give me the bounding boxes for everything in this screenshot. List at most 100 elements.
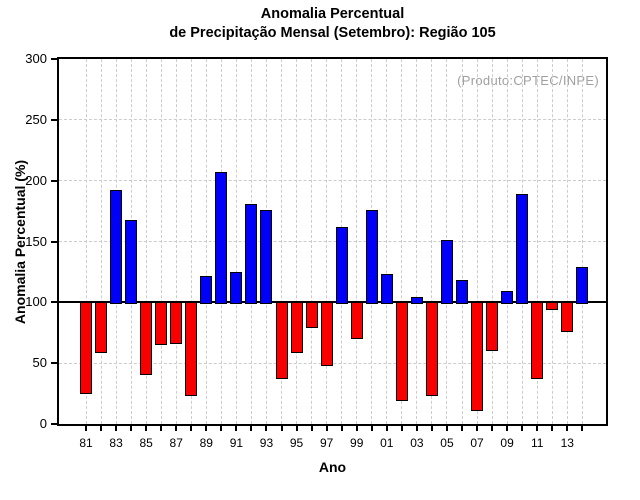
plot-area: (Produto:CPTEC/INPE) 81 83 85 87 89 91 93 95 97 9…: [25, 51, 608, 450]
x-tick-label: 99: [350, 436, 364, 450]
bar-99: [350, 302, 363, 339]
bar-94: [275, 302, 288, 379]
x-tick: [370, 426, 373, 431]
bar-90: [215, 172, 228, 305]
bar-98: [335, 226, 348, 305]
x-tick: [265, 426, 268, 431]
bar-14: [576, 267, 589, 305]
h-gridline: [59, 241, 606, 242]
y-tick-label: 50: [32, 355, 47, 371]
x-tick: [250, 426, 253, 431]
x-tick-label: 93: [259, 436, 274, 450]
product-annotation: (Produto:CPTEC/INPE): [457, 73, 599, 88]
chart-title-line1: Anomalia Percentual: [260, 6, 405, 22]
bar-97: [320, 302, 333, 366]
bar-08: [486, 302, 499, 351]
y-tick-label: 300: [25, 51, 47, 66]
y-tick: [51, 179, 57, 182]
bar-13: [561, 302, 574, 332]
h-gridline: [59, 180, 606, 182]
x-tick: [430, 426, 433, 431]
x-tick: [220, 426, 223, 431]
y-tick: [51, 240, 57, 243]
bar-92: [245, 203, 258, 305]
bar-05: [440, 240, 453, 305]
y-tick-label: 150: [25, 233, 47, 249]
x-tick: [355, 426, 358, 431]
h-gridline: [59, 119, 606, 121]
bar-83: [110, 190, 123, 305]
bar-88: [185, 302, 198, 396]
bar-11: [531, 302, 544, 379]
x-tick: [85, 426, 87, 431]
y-tick: [51, 362, 57, 365]
x-tick: [400, 426, 403, 431]
x-tick: [190, 426, 193, 431]
bar-93: [260, 209, 273, 305]
x-tick-label: 01: [380, 436, 394, 450]
x-tick: [310, 426, 313, 431]
bar-10: [516, 194, 529, 305]
y-tick: [51, 423, 57, 425]
x-tick-label: 07: [470, 436, 484, 450]
x-tick-label: 89: [199, 436, 213, 450]
bar-06: [456, 280, 468, 305]
bar-96: [305, 302, 318, 328]
bar-87: [170, 302, 183, 344]
y-tick: [51, 118, 57, 121]
x-tick: [160, 426, 163, 431]
x-tick: [415, 426, 418, 431]
bar-81: [80, 302, 92, 394]
x-tick: [115, 426, 118, 431]
bar-09: [501, 291, 514, 305]
bar-85: [140, 302, 153, 376]
bar-91: [230, 271, 243, 305]
y-tick-label: 100: [25, 294, 47, 310]
y-tick-label: 250: [25, 111, 47, 127]
bar-01: [380, 274, 393, 305]
bar-95: [290, 302, 303, 354]
bar-82: [95, 302, 108, 354]
x-tick-label: 95: [289, 436, 304, 450]
y-tick-label: 0: [39, 416, 47, 431]
bar-03: [410, 297, 423, 305]
x-tick-label: 09: [500, 436, 514, 450]
y-tick: [51, 301, 57, 304]
bar-12: [546, 302, 559, 310]
x-tick-label: 11: [530, 436, 544, 450]
x-tick-label: 97: [319, 436, 334, 450]
bar-04: [425, 302, 438, 396]
x-tick: [325, 426, 328, 431]
x-tick: [461, 426, 463, 431]
x-tick: [235, 426, 238, 431]
x-tick: [100, 426, 103, 431]
x-tick: [566, 426, 569, 431]
x-tick: [130, 426, 133, 431]
x-tick: [551, 426, 554, 431]
x-tick-label: 03: [410, 436, 424, 450]
x-tick: [295, 426, 298, 431]
x-tick: [521, 426, 524, 431]
bar-89: [200, 275, 213, 305]
bar-00: [365, 209, 378, 305]
x-tick: [280, 426, 283, 431]
x-tick-label: 13: [560, 436, 574, 450]
x-tick: [491, 426, 494, 431]
x-tick-label: 91: [229, 436, 244, 450]
x-tick-label: 05: [440, 436, 454, 450]
x-tick: [476, 426, 479, 431]
x-tick: [175, 426, 178, 431]
x-tick: [506, 426, 509, 431]
x-tick: [445, 426, 448, 431]
x-tick: [340, 426, 343, 431]
x-tick-label: 87: [169, 436, 183, 450]
x-tick-label: 85: [139, 436, 153, 450]
x-tick-label: 83: [109, 436, 123, 450]
x-tick: [385, 426, 388, 431]
y-tick: [51, 58, 57, 60]
x-tick-label: 81: [79, 436, 93, 450]
bar-86: [155, 302, 168, 345]
bar-84: [125, 219, 138, 305]
x-tick: [581, 426, 584, 431]
